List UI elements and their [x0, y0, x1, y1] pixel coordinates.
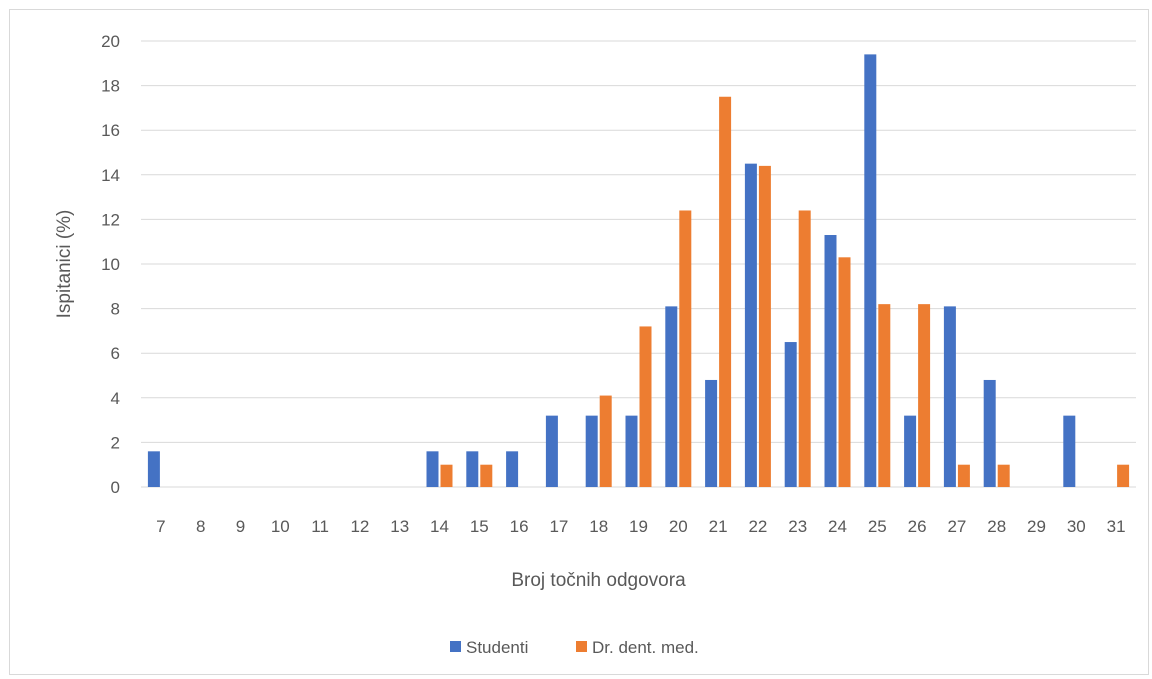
bar-studenti-23	[784, 342, 797, 487]
legend-label-studenti: Studenti	[466, 638, 528, 657]
x-tick-label: 14	[430, 517, 449, 536]
bar-studenti-16	[506, 451, 519, 487]
legend: Studenti Dr. dent. med.	[450, 638, 699, 657]
x-tick-label: 8	[196, 517, 205, 536]
bar-studenti-30	[1063, 415, 1076, 487]
x-tick-label: 31	[1107, 517, 1126, 536]
bar-dr-dent-med-15	[480, 464, 493, 487]
x-tick-label: 27	[947, 517, 966, 536]
x-tick-label: 25	[868, 517, 887, 536]
bar-studenti-21	[705, 379, 718, 487]
bar-dr-dent-med-19	[639, 326, 652, 487]
x-tick-label: 11	[311, 517, 329, 536]
x-tick-label: 30	[1067, 517, 1086, 536]
bar-dr-dent-med-18	[599, 395, 612, 487]
x-tick-label: 10	[271, 517, 290, 536]
bar-studenti-26	[904, 415, 917, 487]
bars	[147, 54, 1130, 488]
bar-dr-dent-med-21	[719, 96, 732, 487]
bar-studenti-7	[147, 451, 160, 487]
bar-studenti-22	[744, 163, 757, 487]
x-tick-label: 19	[629, 517, 648, 536]
y-tick-label: 2	[111, 433, 120, 452]
x-tick-label: 26	[908, 517, 927, 536]
bar-dr-dent-med-14	[440, 464, 453, 487]
x-tick-label: 22	[748, 517, 767, 536]
bar-studenti-18	[585, 415, 598, 487]
gridlines	[141, 40, 1136, 488]
bar-studenti-27	[943, 306, 956, 487]
y-tick-label: 0	[111, 478, 120, 497]
y-tick-label: 4	[111, 389, 120, 408]
chart-container: 0 2 4 6 8 10 12 14 16 18 20 7 8 9 10 11 12 13 14 15 16 17 18 1…	[9, 9, 1149, 675]
bar-studenti-14	[426, 451, 439, 487]
x-tick-label: 24	[828, 517, 847, 536]
y-tick-label: 6	[111, 344, 120, 363]
legend-label-dr-dent-med: Dr. dent. med.	[592, 638, 699, 657]
bar-studenti-20	[665, 306, 678, 487]
bar-dr-dent-med-26	[918, 304, 931, 487]
bar-studenti-19	[625, 415, 638, 487]
y-tick-label: 20	[101, 32, 120, 51]
bar-dr-dent-med-28	[997, 464, 1010, 487]
y-tick-label: 18	[101, 77, 120, 96]
x-tick-label: 17	[549, 517, 568, 536]
x-tick-label: 20	[669, 517, 688, 536]
x-tick-label: 12	[350, 517, 369, 536]
bar-dr-dent-med-22	[758, 165, 771, 487]
y-axis-title: Ispitanici (%)	[54, 210, 75, 319]
x-tick-label: 28	[987, 517, 1006, 536]
x-tick-label: 9	[236, 517, 245, 536]
bar-dr-dent-med-20	[679, 210, 692, 488]
x-tick-label: 15	[470, 517, 489, 536]
bar-studenti-28	[983, 379, 996, 487]
y-tick-label: 10	[101, 255, 120, 274]
x-tick-label: 21	[709, 517, 728, 536]
bar-dr-dent-med-31	[1117, 464, 1130, 487]
bar-studenti-25	[864, 54, 877, 487]
bar-dr-dent-med-27	[957, 464, 970, 487]
x-axis-ticks: 7 8 9 10 11 12 13 14 15 16 17 18 19 20 21 22 23 24 25 26 27 2…	[156, 517, 1125, 536]
legend-swatch-studenti	[450, 641, 461, 652]
x-tick-label: 23	[788, 517, 807, 536]
bar-dr-dent-med-23	[798, 210, 811, 488]
y-tick-label: 8	[111, 300, 120, 319]
x-tick-label: 13	[390, 517, 409, 536]
bar-studenti-15	[466, 451, 479, 487]
legend-swatch-dr-dent-med	[576, 641, 587, 652]
bar-studenti-24	[824, 235, 837, 487]
x-tick-label: 16	[510, 517, 529, 536]
y-tick-label: 16	[101, 121, 120, 140]
x-tick-label: 29	[1027, 517, 1046, 536]
x-tick-label: 18	[589, 517, 608, 536]
bar-studenti-17	[545, 415, 558, 487]
bar-dr-dent-med-24	[838, 257, 851, 487]
bar-dr-dent-med-25	[878, 304, 891, 487]
y-tick-label: 12	[101, 210, 120, 229]
x-tick-label: 7	[156, 517, 165, 536]
y-tick-label: 14	[101, 166, 120, 185]
y-axis-ticks: 0 2 4 6 8 10 12 14 16 18 20	[101, 32, 120, 497]
x-axis-title: Broj točnih odgovora	[511, 570, 686, 591]
